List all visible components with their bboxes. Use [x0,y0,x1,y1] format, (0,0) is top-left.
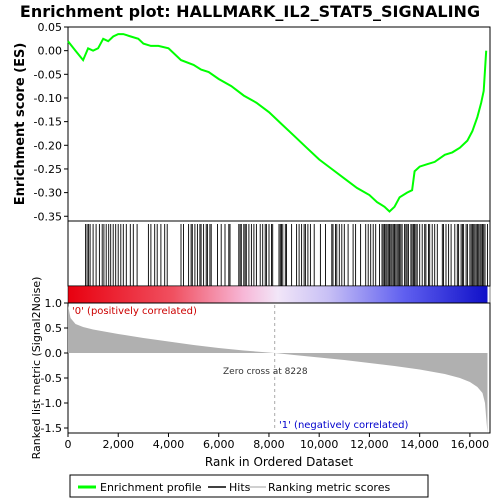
enrichment-profile-line [67,33,488,213]
rank-xtick-label: 2,000 [102,438,134,451]
es-panel: 0.05 0.00 -0.05 -0.10 -0.15 -0.20 -0.25 -0.30 -0… [34,21,491,223]
es-ytick-label: -0.35 [34,210,62,223]
es-axis-label: Enrichment score (ES) [13,43,28,206]
legend-hits-label: Hits [229,481,251,494]
metric-ytick-label: 1.0 [45,297,63,310]
es-ytick-label: -0.20 [34,139,62,152]
zero-cross-label: Zero cross at 8228 [223,367,308,377]
positive-correlation-label: '0' (positively correlated) [72,306,197,317]
rank-xtick-label: 0 [65,438,72,451]
metric-ytick-label: 0.0 [45,347,63,360]
metric-ytick-label: 0.5 [45,322,63,335]
metric-ytick-label: -1.0 [41,397,62,410]
rank-xtick-label: 6,000 [203,438,235,451]
metric-ytick-label: -1.5 [41,422,62,435]
rank-axis-label: Rank in Ordered Dataset [205,455,353,469]
es-ytick-label: 0.00 [38,45,63,58]
rank-xtick-label: 8,000 [253,438,285,451]
es-ytick-label: -0.10 [34,92,62,105]
rank-xtick-label: 4,000 [153,438,185,451]
metric-axis-label: Ranked list metric (Signal2Noise) [30,277,43,460]
rank-xtick-label: 10,000 [300,438,339,451]
es-ytick-label: -0.30 [34,187,62,200]
ranked-metric-panel: 1.0 0.5 0.0 -0.5 -1.0 -1.5 0 2,000 4,000 6,000 8,… [41,297,491,451]
rank-xtick-label: 16,000 [451,438,490,451]
rank-xtick-label: 12,000 [350,438,389,451]
rank-xtick-label: 14,000 [400,438,439,451]
rank-gradient-bar [67,285,491,304]
es-ytick-label: -0.15 [34,116,62,129]
legend-enrichment-label: Enrichment profile [100,481,202,494]
legend-metric-label: Ranking metric scores [268,481,390,494]
negative-correlation-label: '1' (negatively correlated) [279,420,408,431]
chart-title: Enrichment plot: HALLMARK_IL2_STAT5_SIGN… [20,2,480,21]
es-ytick-label: -0.05 [34,68,62,81]
hits-panel [67,220,491,287]
es-ytick-label: -0.25 [34,163,62,176]
legend: Enrichment profile Hits Ranking metric s… [69,474,429,498]
metric-ytick-label: -0.5 [41,372,62,385]
es-ytick-label: 0.05 [38,21,63,34]
